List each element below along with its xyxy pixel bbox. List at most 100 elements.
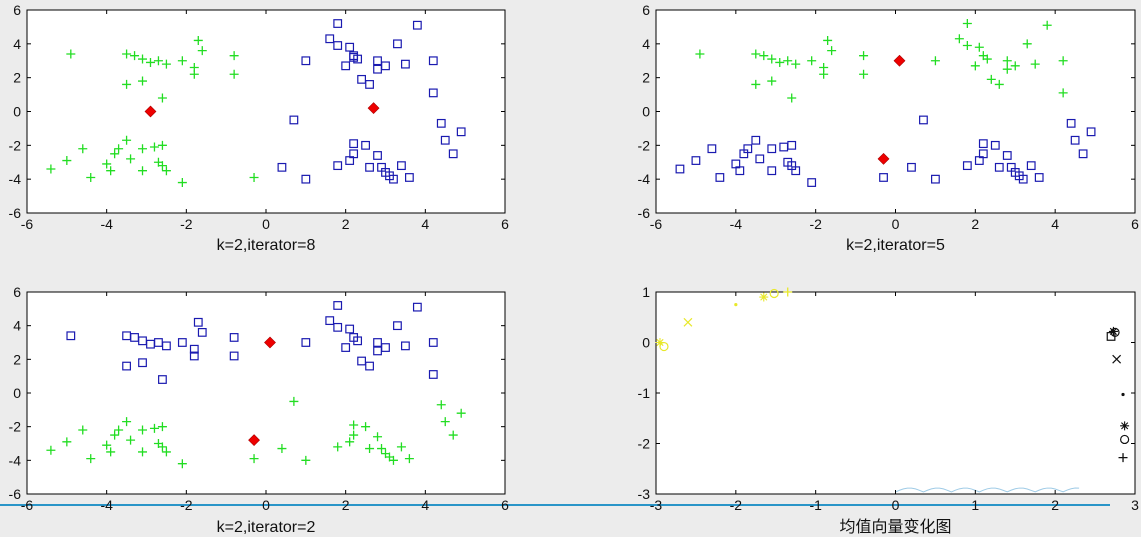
square-marker — [919, 115, 928, 125]
plus-marker — [126, 154, 136, 164]
square-marker — [229, 333, 239, 342]
plus-marker — [962, 19, 972, 29]
x-tick-label: -4 — [730, 216, 743, 232]
mean-vector-change-panel: -3 -2 -1 0 1 2 3 -3 -2 -1 0 1 均值向量变化图 — [638, 284, 1140, 536]
y-tick-label: -2 — [638, 436, 651, 452]
plus-marker — [974, 42, 984, 52]
plus-marker — [751, 49, 761, 59]
plus-marker — [1058, 56, 1068, 66]
panel-title: k=2,iterator=2 — [217, 519, 316, 536]
plus-marker — [859, 69, 869, 79]
plus-marker — [783, 56, 793, 66]
plus-marker — [106, 447, 116, 457]
plus-marker — [349, 430, 359, 440]
square-marker — [751, 135, 761, 145]
plus-marker — [448, 430, 458, 440]
plus-marker — [388, 455, 398, 465]
plus-marker — [377, 444, 387, 454]
square-marker — [345, 324, 355, 334]
plus-marker — [333, 442, 343, 452]
plus-marker — [775, 57, 785, 67]
square-marker — [365, 80, 374, 89]
square-marker — [397, 161, 406, 171]
plus-marker — [1042, 20, 1052, 30]
plus-marker — [126, 435, 136, 445]
plus-marker — [177, 178, 187, 188]
square-marker — [345, 42, 355, 52]
circle-marker — [1120, 434, 1130, 445]
square-marker — [735, 166, 745, 176]
square-marker — [333, 322, 343, 332]
star-marker — [1120, 421, 1130, 431]
dot-marker — [1121, 392, 1125, 397]
x-tick-label: 6 — [501, 216, 509, 232]
plus-marker — [1118, 453, 1128, 463]
plus-marker — [404, 454, 414, 464]
plus-marker — [301, 455, 311, 465]
square-marker — [289, 115, 299, 125]
square-marker — [1078, 149, 1088, 159]
x-tick-label: 4 — [1051, 216, 1059, 232]
square-marker — [357, 74, 366, 84]
plus-marker — [365, 444, 375, 454]
y-tick-label: -3 — [638, 486, 651, 502]
plus-marker — [62, 437, 72, 447]
plot-area — [27, 292, 505, 494]
square-marker — [333, 41, 343, 50]
x-marker — [1112, 354, 1122, 364]
square-marker — [675, 164, 685, 174]
x-tick-label: 2 — [342, 216, 350, 232]
slide-divider-line — [0, 504, 1110, 506]
square-marker — [787, 140, 797, 150]
square-marker — [440, 135, 450, 145]
x-tick-label: -2 — [180, 216, 193, 232]
plus-marker — [110, 149, 120, 159]
x-tick-label: 4 — [421, 216, 429, 232]
square-marker — [333, 19, 343, 28]
y-tick-label: -4 — [9, 171, 22, 187]
square-marker — [353, 336, 363, 346]
square-marker — [325, 34, 335, 44]
square-marker — [189, 351, 199, 361]
plus-marker — [110, 430, 120, 440]
plus-marker — [982, 54, 992, 64]
square-marker — [1106, 332, 1116, 341]
square-marker — [715, 173, 725, 182]
square-marker — [361, 140, 370, 150]
plus-marker — [62, 156, 72, 166]
y-tick-label: -2 — [9, 137, 22, 153]
centroid-diamond-marker — [877, 152, 890, 165]
plot-area — [656, 10, 1135, 213]
square-marker — [428, 56, 438, 66]
plus-marker — [193, 35, 203, 45]
plus-marker — [145, 57, 155, 67]
plus-marker — [177, 459, 187, 469]
square-marker — [349, 52, 359, 62]
plus-marker — [102, 159, 112, 169]
plot-area — [27, 10, 505, 213]
square-marker — [978, 139, 988, 149]
x-tick-label: 1 — [971, 497, 979, 513]
plus-marker — [197, 46, 207, 56]
x-tick-label: 0 — [262, 216, 270, 232]
y-tick-label: -4 — [638, 171, 651, 187]
square-marker — [755, 154, 765, 164]
centroid-diamond-marker — [367, 102, 380, 115]
x-tick-label: 3 — [1131, 497, 1139, 513]
y-tick-label: 4 — [642, 36, 650, 52]
plus-marker — [149, 142, 159, 152]
plus-marker — [361, 422, 371, 432]
plus-marker — [783, 287, 793, 297]
y-tick-label: -6 — [9, 205, 22, 221]
square-marker — [1026, 161, 1036, 171]
plot-area — [656, 292, 1135, 494]
y-tick-label: 6 — [13, 2, 21, 18]
square-marker — [691, 156, 701, 165]
square-marker — [1018, 174, 1028, 184]
y-tick-label: 6 — [13, 284, 21, 300]
plus-marker — [157, 161, 167, 171]
centroid-diamond-marker — [144, 105, 157, 118]
y-tick-label: -4 — [9, 452, 22, 468]
x-tick-label: 2 — [971, 216, 979, 232]
